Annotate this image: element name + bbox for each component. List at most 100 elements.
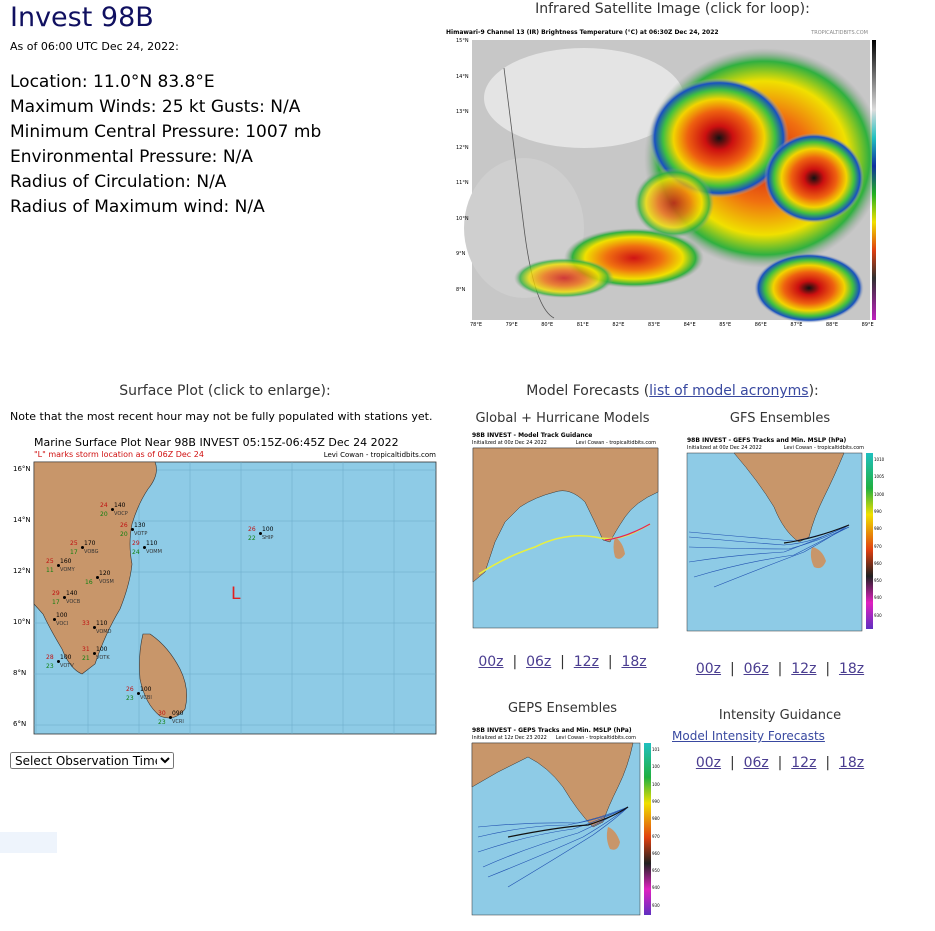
- station-id: VCRI: [172, 719, 184, 725]
- station-observation: 25 170 17 VOBG: [70, 540, 110, 562]
- storm-location: Location: 11.0°N 83.8°E: [10, 72, 215, 92]
- geps-ensembles-label: GEPS Ensembles: [507, 701, 618, 716]
- geps-scale-label: 940: [652, 885, 660, 891]
- gfs-run-06z[interactable]: 06z: [743, 661, 769, 677]
- station-dewpoint: 22: [248, 535, 256, 542]
- gfs-runs: 00z | 06z | 12z | 18z: [690, 661, 870, 677]
- station-dot: [93, 626, 96, 629]
- station-pressure: 090: [172, 710, 184, 717]
- satellite-lon-label: 85°E: [719, 322, 732, 328]
- model-acronyms-link[interactable]: list of model acronyms: [649, 383, 809, 399]
- gfs-credit: Levi Cowan - tropicaltidbits.com: [783, 445, 864, 451]
- geps-scale-label: 1000: [652, 781, 660, 787]
- model-intensity-forecasts-link[interactable]: Model Intensity Forecasts: [672, 729, 825, 743]
- run-sep: |: [825, 661, 831, 677]
- surface-plot-subtitle: "L" marks storm location as of 06Z Dec 2…: [34, 450, 204, 459]
- station-dot: [111, 508, 114, 511]
- surface-plot-note: Note that the most recent hour may not b…: [10, 410, 433, 423]
- station-observation: 26 100 22 SHIP: [248, 526, 288, 548]
- surface-plot-title: Marine Surface Plot Near 98B INVEST 05:1…: [34, 436, 399, 449]
- satellite-lat-label: 12°N: [456, 144, 469, 151]
- intensity-run-12z[interactable]: 12z: [791, 755, 817, 771]
- station-pressure: 170: [84, 540, 96, 547]
- run-sep: |: [729, 755, 735, 771]
- satellite-lat-label: 11°N: [456, 180, 469, 186]
- geps-image-title: 98B INVEST - GEPS Tracks and Min. MSLP (…: [472, 727, 632, 734]
- station-dot: [53, 618, 56, 621]
- satellite-lat-label: 8°N: [456, 286, 466, 293]
- station-temp: 24: [100, 502, 108, 509]
- station-observation: 33 110 VOMD: [82, 620, 122, 642]
- gfs-run-00z[interactable]: 00z: [695, 661, 722, 677]
- gfs-scale-label: 990: [874, 508, 882, 514]
- gfs-ensembles-image[interactable]: 98B INVEST - GEFS Tracks and Min. MSLP (…: [684, 437, 890, 634]
- station-dewpoint: 16: [85, 579, 93, 586]
- as-of-timestamp: As of 06:00 UTC Dec 24, 2022:: [10, 40, 179, 53]
- station-dot: [137, 692, 140, 695]
- global-models-image-title: 98B INVEST - Model Track Guidance: [472, 432, 593, 439]
- run-sep: |: [512, 654, 518, 670]
- gfs-run-18z[interactable]: 18z: [838, 661, 865, 677]
- station-pressure: 110: [146, 540, 158, 547]
- gfs-scale-label: 970: [874, 543, 882, 549]
- gfs-scale-label: 1010: [874, 457, 885, 462]
- intensity-link-wrap: Model Intensity Forecasts: [672, 729, 825, 743]
- global-run-00z[interactable]: 00z: [478, 654, 504, 670]
- station-observation: 26 130 20 VOTP: [120, 522, 160, 544]
- intensity-run-00z[interactable]: 00z: [695, 755, 722, 771]
- satellite-lon-label: 78°E: [470, 322, 483, 328]
- station-observation: 24 140 20 VOCP: [100, 502, 140, 524]
- station-dewpoint: 17: [52, 599, 60, 606]
- surface-lat-label: 16°N: [13, 465, 31, 473]
- station-dot: [63, 596, 66, 599]
- station-temp: 29: [52, 590, 60, 597]
- model-forecasts-suffix: ):: [808, 383, 819, 399]
- gfs-tracks-map: [686, 452, 873, 632]
- gfs-scale-label: 1005: [874, 474, 885, 480]
- station-dewpoint: 20: [120, 531, 128, 538]
- geps-tracks-map: [471, 742, 651, 916]
- station-pressure: 160: [60, 558, 72, 565]
- station-observation: 100 VOCI: [42, 612, 82, 634]
- station-pressure: 110: [96, 620, 108, 627]
- satellite-lat-label: 9°N: [456, 251, 466, 257]
- station-temp: 29: [132, 540, 140, 547]
- global-run-12z[interactable]: 12z: [573, 654, 599, 670]
- satellite-image[interactable]: Himawari-9 Channel 13 (IR) Brightness Te…: [444, 28, 876, 330]
- global-models-image[interactable]: 98B INVEST - Model Track Guidance Initia…: [465, 432, 660, 639]
- station-dewpoint: 21: [82, 655, 90, 662]
- satellite-lon-label: 86°E: [754, 322, 767, 328]
- satellite-lon-label: 81°E: [576, 322, 589, 328]
- intensity-run-06z[interactable]: 06z: [743, 755, 769, 771]
- surface-plot-map: [33, 461, 437, 735]
- gfs-image-title: 98B INVEST - GEFS Tracks and Min. MSLP (…: [687, 437, 847, 444]
- global-models-map: [472, 447, 659, 629]
- station-id: VOTP: [134, 531, 148, 537]
- satellite-lon-label: 88°E: [826, 322, 839, 328]
- station-dot: [93, 652, 96, 655]
- gfs-run-12z[interactable]: 12z: [791, 661, 817, 677]
- station-temp: 33: [82, 620, 90, 627]
- satellite-credit: TROPICALTIDBITS.COM: [811, 30, 868, 36]
- global-run-06z[interactable]: 06z: [526, 654, 552, 670]
- satellite-lon-label: 80°E: [541, 322, 554, 328]
- station-pressure: 100: [140, 686, 152, 693]
- geps-ensembles-image[interactable]: 98B INVEST - GEPS Tracks and Min. MSLP (…: [468, 727, 660, 917]
- observation-time-select[interactable]: Select Observation Time...: [10, 752, 174, 769]
- gfs-scale-label: 930: [874, 612, 882, 618]
- intensity-run-18z[interactable]: 18z: [838, 755, 865, 771]
- satellite-lon-label: 79°E: [505, 322, 518, 328]
- station-id: VOBG: [84, 549, 99, 555]
- station-observation: 28 100 23 VOTV: [46, 654, 86, 676]
- station-observation: 26 100 23 VCBI: [126, 686, 166, 708]
- station-observation: 31 100 21 VOTK: [82, 646, 122, 668]
- station-pressure: 140: [66, 590, 78, 597]
- station-temp: 26: [126, 686, 134, 693]
- gfs-scale-label: 960: [874, 560, 882, 566]
- global-run-18z[interactable]: 18z: [621, 654, 647, 670]
- geps-scale-label: 930: [652, 902, 660, 908]
- station-id: VOCP: [114, 511, 128, 517]
- surface-plot-image[interactable]: Marine Surface Plot Near 98B INVEST 05:1…: [10, 434, 440, 736]
- station-dot: [81, 546, 84, 549]
- station-dewpoint: 23: [126, 695, 134, 702]
